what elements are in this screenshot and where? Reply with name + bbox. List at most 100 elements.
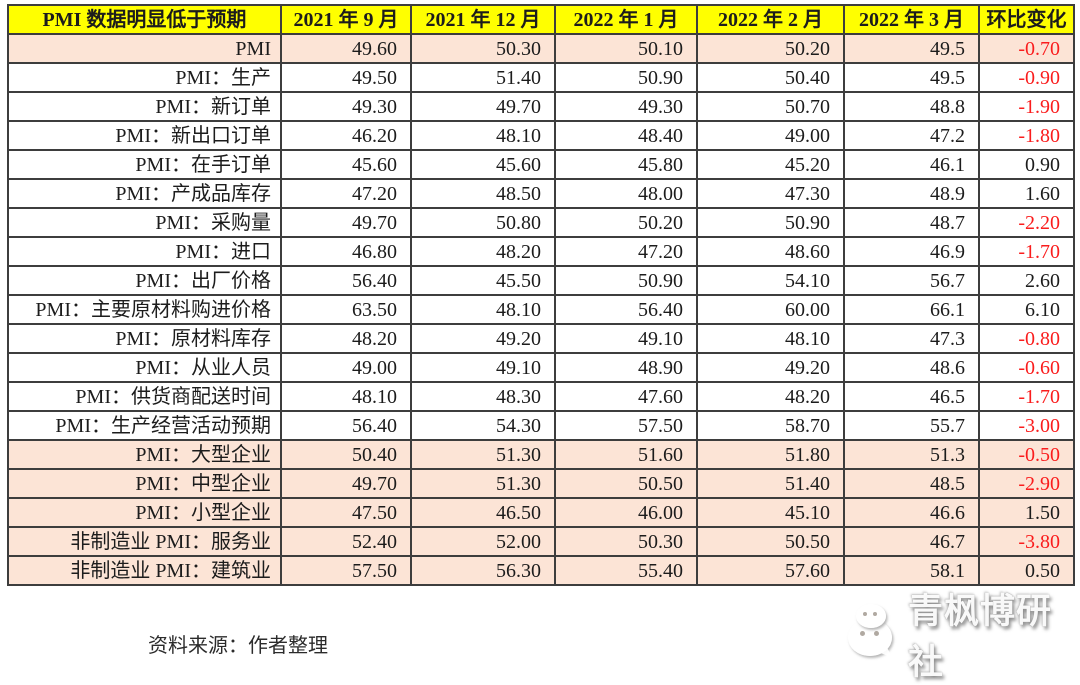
column-header-month: 2022 年 2 月 xyxy=(696,4,845,35)
value-cell: 52.40 xyxy=(280,526,412,557)
mom-change-cell: -1.90 xyxy=(978,91,1075,122)
value-cell: 47.50 xyxy=(280,497,412,528)
table-row: PMI：出厂价格 56.40 45.50 50.90 54.10 56.7 2.60 xyxy=(7,265,1075,296)
value-cell: 50.90 xyxy=(696,207,845,238)
value-cell: 48.9 xyxy=(843,178,980,209)
value-cell: 50.40 xyxy=(696,62,845,93)
watermark: 青枫博研社 xyxy=(846,583,1080,685)
value-cell: 47.2 xyxy=(843,120,980,151)
value-cell: 57.50 xyxy=(554,410,698,441)
value-cell: 50.90 xyxy=(554,62,698,93)
mom-change-cell: 2.60 xyxy=(978,265,1075,296)
value-cell: 51.3 xyxy=(843,439,980,470)
value-cell: 50.20 xyxy=(696,33,845,64)
table-header-row: PMI 数据明显低于预期 2021 年 9 月 2021 年 12 月 2022 年… xyxy=(7,4,1075,35)
table-row: PMI：从业人员 49.00 49.10 48.90 49.20 48.6 -0.60 xyxy=(7,352,1075,383)
value-cell: 49.30 xyxy=(554,91,698,122)
value-cell: 46.5 xyxy=(843,381,980,412)
value-cell: 48.50 xyxy=(410,178,556,209)
value-cell: 49.70 xyxy=(410,91,556,122)
value-cell: 49.50 xyxy=(280,62,412,93)
value-cell: 48.60 xyxy=(696,236,845,267)
value-cell: 48.6 xyxy=(843,352,980,383)
value-cell: 46.50 xyxy=(410,497,556,528)
mom-change-cell: -0.70 xyxy=(978,33,1075,64)
table-row: PMI 49.60 50.30 50.10 50.20 49.5 -0.70 xyxy=(7,33,1075,64)
value-cell: 47.20 xyxy=(280,178,412,209)
row-label: PMI：从业人员 xyxy=(7,352,282,383)
mom-change-cell: -3.00 xyxy=(978,410,1075,441)
value-cell: 50.70 xyxy=(696,91,845,122)
value-cell: 60.00 xyxy=(696,294,845,325)
value-cell: 49.5 xyxy=(843,62,980,93)
column-header-mom-change: 环比变化 xyxy=(978,4,1075,35)
table-row: PMI：新出口订单 46.20 48.10 48.40 49.00 47.2 -1.80 xyxy=(7,120,1075,151)
column-header-month: 2021 年 12 月 xyxy=(410,4,556,35)
value-cell: 48.20 xyxy=(280,323,412,354)
column-header-month: 2022 年 1 月 xyxy=(554,4,698,35)
row-label: PMI：新出口订单 xyxy=(7,120,282,151)
row-label: 非制造业 PMI：建筑业 xyxy=(7,555,282,586)
value-cell: 45.60 xyxy=(410,149,556,180)
value-cell: 48.5 xyxy=(843,468,980,499)
value-cell: 56.7 xyxy=(843,265,980,296)
value-cell: 46.00 xyxy=(554,497,698,528)
value-cell: 57.60 xyxy=(696,555,845,586)
value-cell: 49.10 xyxy=(554,323,698,354)
table-row: PMI：中型企业 49.70 51.30 50.50 51.40 48.5 -2.90 xyxy=(7,468,1075,499)
table-row: PMI：产成品库存 47.20 48.50 48.00 47.30 48.9 1.60 xyxy=(7,178,1075,209)
value-cell: 51.30 xyxy=(410,468,556,499)
value-cell: 46.20 xyxy=(280,120,412,151)
value-cell: 51.30 xyxy=(410,439,556,470)
mom-change-cell: -1.70 xyxy=(978,236,1075,267)
mom-change-cell: 0.90 xyxy=(978,149,1075,180)
mom-change-cell: -1.70 xyxy=(978,381,1075,412)
row-label: PMI：供货商配送时间 xyxy=(7,381,282,412)
value-cell: 49.70 xyxy=(280,468,412,499)
value-cell: 49.30 xyxy=(280,91,412,122)
value-cell: 48.7 xyxy=(843,207,980,238)
value-cell: 56.40 xyxy=(280,265,412,296)
value-cell: 66.1 xyxy=(843,294,980,325)
table-row: PMI：供货商配送时间 48.10 48.30 47.60 48.20 46.5 -1.70 xyxy=(7,381,1075,412)
value-cell: 49.20 xyxy=(410,323,556,354)
row-label: PMI：小型企业 xyxy=(7,497,282,528)
value-cell: 51.60 xyxy=(554,439,698,470)
column-header-month: 2021 年 9 月 xyxy=(280,4,412,35)
value-cell: 48.20 xyxy=(696,381,845,412)
value-cell: 46.6 xyxy=(843,497,980,528)
value-cell: 48.30 xyxy=(410,381,556,412)
value-cell: 50.50 xyxy=(554,468,698,499)
value-cell: 50.40 xyxy=(280,439,412,470)
wechat-icon xyxy=(846,604,904,664)
value-cell: 50.80 xyxy=(410,207,556,238)
mom-change-cell: 0.50 xyxy=(978,555,1075,586)
value-cell: 56.30 xyxy=(410,555,556,586)
value-cell: 49.5 xyxy=(843,33,980,64)
table-row: PMI：进口 46.80 48.20 47.20 48.60 46.9 -1.70 xyxy=(7,236,1075,267)
row-label: PMI：采购量 xyxy=(7,207,282,238)
mom-change-cell: 1.50 xyxy=(978,497,1075,528)
row-label: PMI：生产经营活动预期 xyxy=(7,410,282,441)
table-row: PMI：在手订单 45.60 45.60 45.80 45.20 46.1 0.90 xyxy=(7,149,1075,180)
value-cell: 58.1 xyxy=(843,555,980,586)
value-cell: 49.70 xyxy=(280,207,412,238)
mom-change-cell: -0.50 xyxy=(978,439,1075,470)
value-cell: 47.20 xyxy=(554,236,698,267)
row-label: PMI：中型企业 xyxy=(7,468,282,499)
value-cell: 57.50 xyxy=(280,555,412,586)
mom-change-cell: -2.20 xyxy=(978,207,1075,238)
value-cell: 45.50 xyxy=(410,265,556,296)
value-cell: 50.10 xyxy=(554,33,698,64)
table-row: PMI：生产 49.50 51.40 50.90 50.40 49.5 -0.90 xyxy=(7,62,1075,93)
value-cell: 50.30 xyxy=(554,526,698,557)
value-cell: 48.20 xyxy=(410,236,556,267)
value-cell: 47.60 xyxy=(554,381,698,412)
value-cell: 48.90 xyxy=(554,352,698,383)
mom-change-cell: -3.80 xyxy=(978,526,1075,557)
row-label: PMI：主要原材料购进价格 xyxy=(7,294,282,325)
mom-change-cell: 6.10 xyxy=(978,294,1075,325)
mom-change-cell: -2.90 xyxy=(978,468,1075,499)
value-cell: 48.10 xyxy=(696,323,845,354)
table-row: PMI：大型企业 50.40 51.30 51.60 51.80 51.3 -0.50 xyxy=(7,439,1075,470)
